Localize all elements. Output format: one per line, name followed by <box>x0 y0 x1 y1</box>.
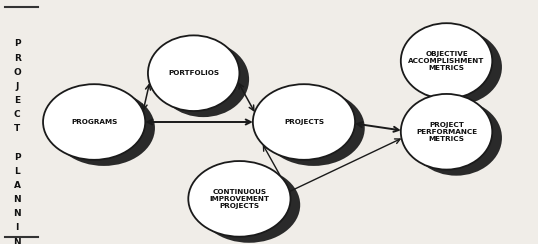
Ellipse shape <box>401 94 492 170</box>
Ellipse shape <box>410 29 502 105</box>
Text: O: O <box>13 68 21 77</box>
Text: C: C <box>14 110 20 119</box>
Text: N: N <box>13 209 21 218</box>
Text: A: A <box>13 181 21 190</box>
Ellipse shape <box>53 90 155 166</box>
Text: J: J <box>16 82 19 91</box>
Text: PROJECT
PERFORMANCE
METRICS: PROJECT PERFORMANCE METRICS <box>416 122 477 142</box>
Text: N: N <box>13 195 21 204</box>
Ellipse shape <box>253 84 355 160</box>
Text: L: L <box>15 167 20 176</box>
Text: P: P <box>14 40 20 48</box>
Ellipse shape <box>158 41 249 117</box>
Ellipse shape <box>188 161 291 237</box>
Ellipse shape <box>148 35 239 111</box>
Text: E: E <box>14 96 20 105</box>
Ellipse shape <box>401 23 492 99</box>
Ellipse shape <box>263 90 365 166</box>
Text: PROGRAMS: PROGRAMS <box>71 119 117 125</box>
Text: PROJECTS: PROJECTS <box>284 119 324 125</box>
Text: R: R <box>14 54 20 62</box>
Text: PORTFOLIOS: PORTFOLIOS <box>168 70 220 76</box>
Text: N: N <box>13 238 21 244</box>
Ellipse shape <box>410 100 502 176</box>
Ellipse shape <box>43 84 145 160</box>
Text: OBJECTIVE
ACCOMPLISHMENT
METRICS: OBJECTIVE ACCOMPLISHMENT METRICS <box>408 51 485 71</box>
Text: I: I <box>16 224 19 232</box>
Text: P: P <box>14 153 20 162</box>
Text: T: T <box>14 124 20 133</box>
Text: CONTINUOUS
IMPROVEMENT
PROJECTS: CONTINUOUS IMPROVEMENT PROJECTS <box>209 189 270 209</box>
Ellipse shape <box>198 167 300 243</box>
